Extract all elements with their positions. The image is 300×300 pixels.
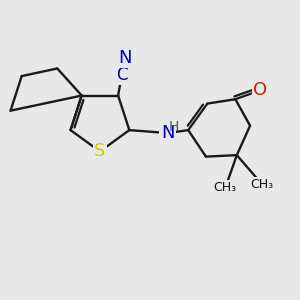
Text: C: C xyxy=(116,66,128,84)
Text: O: O xyxy=(253,81,267,99)
Text: H: H xyxy=(168,120,179,134)
Text: CH₃: CH₃ xyxy=(250,178,273,191)
Text: S: S xyxy=(94,142,106,160)
Text: CH₃: CH₃ xyxy=(214,181,237,194)
Text: N: N xyxy=(118,49,131,67)
Text: N: N xyxy=(161,124,174,142)
